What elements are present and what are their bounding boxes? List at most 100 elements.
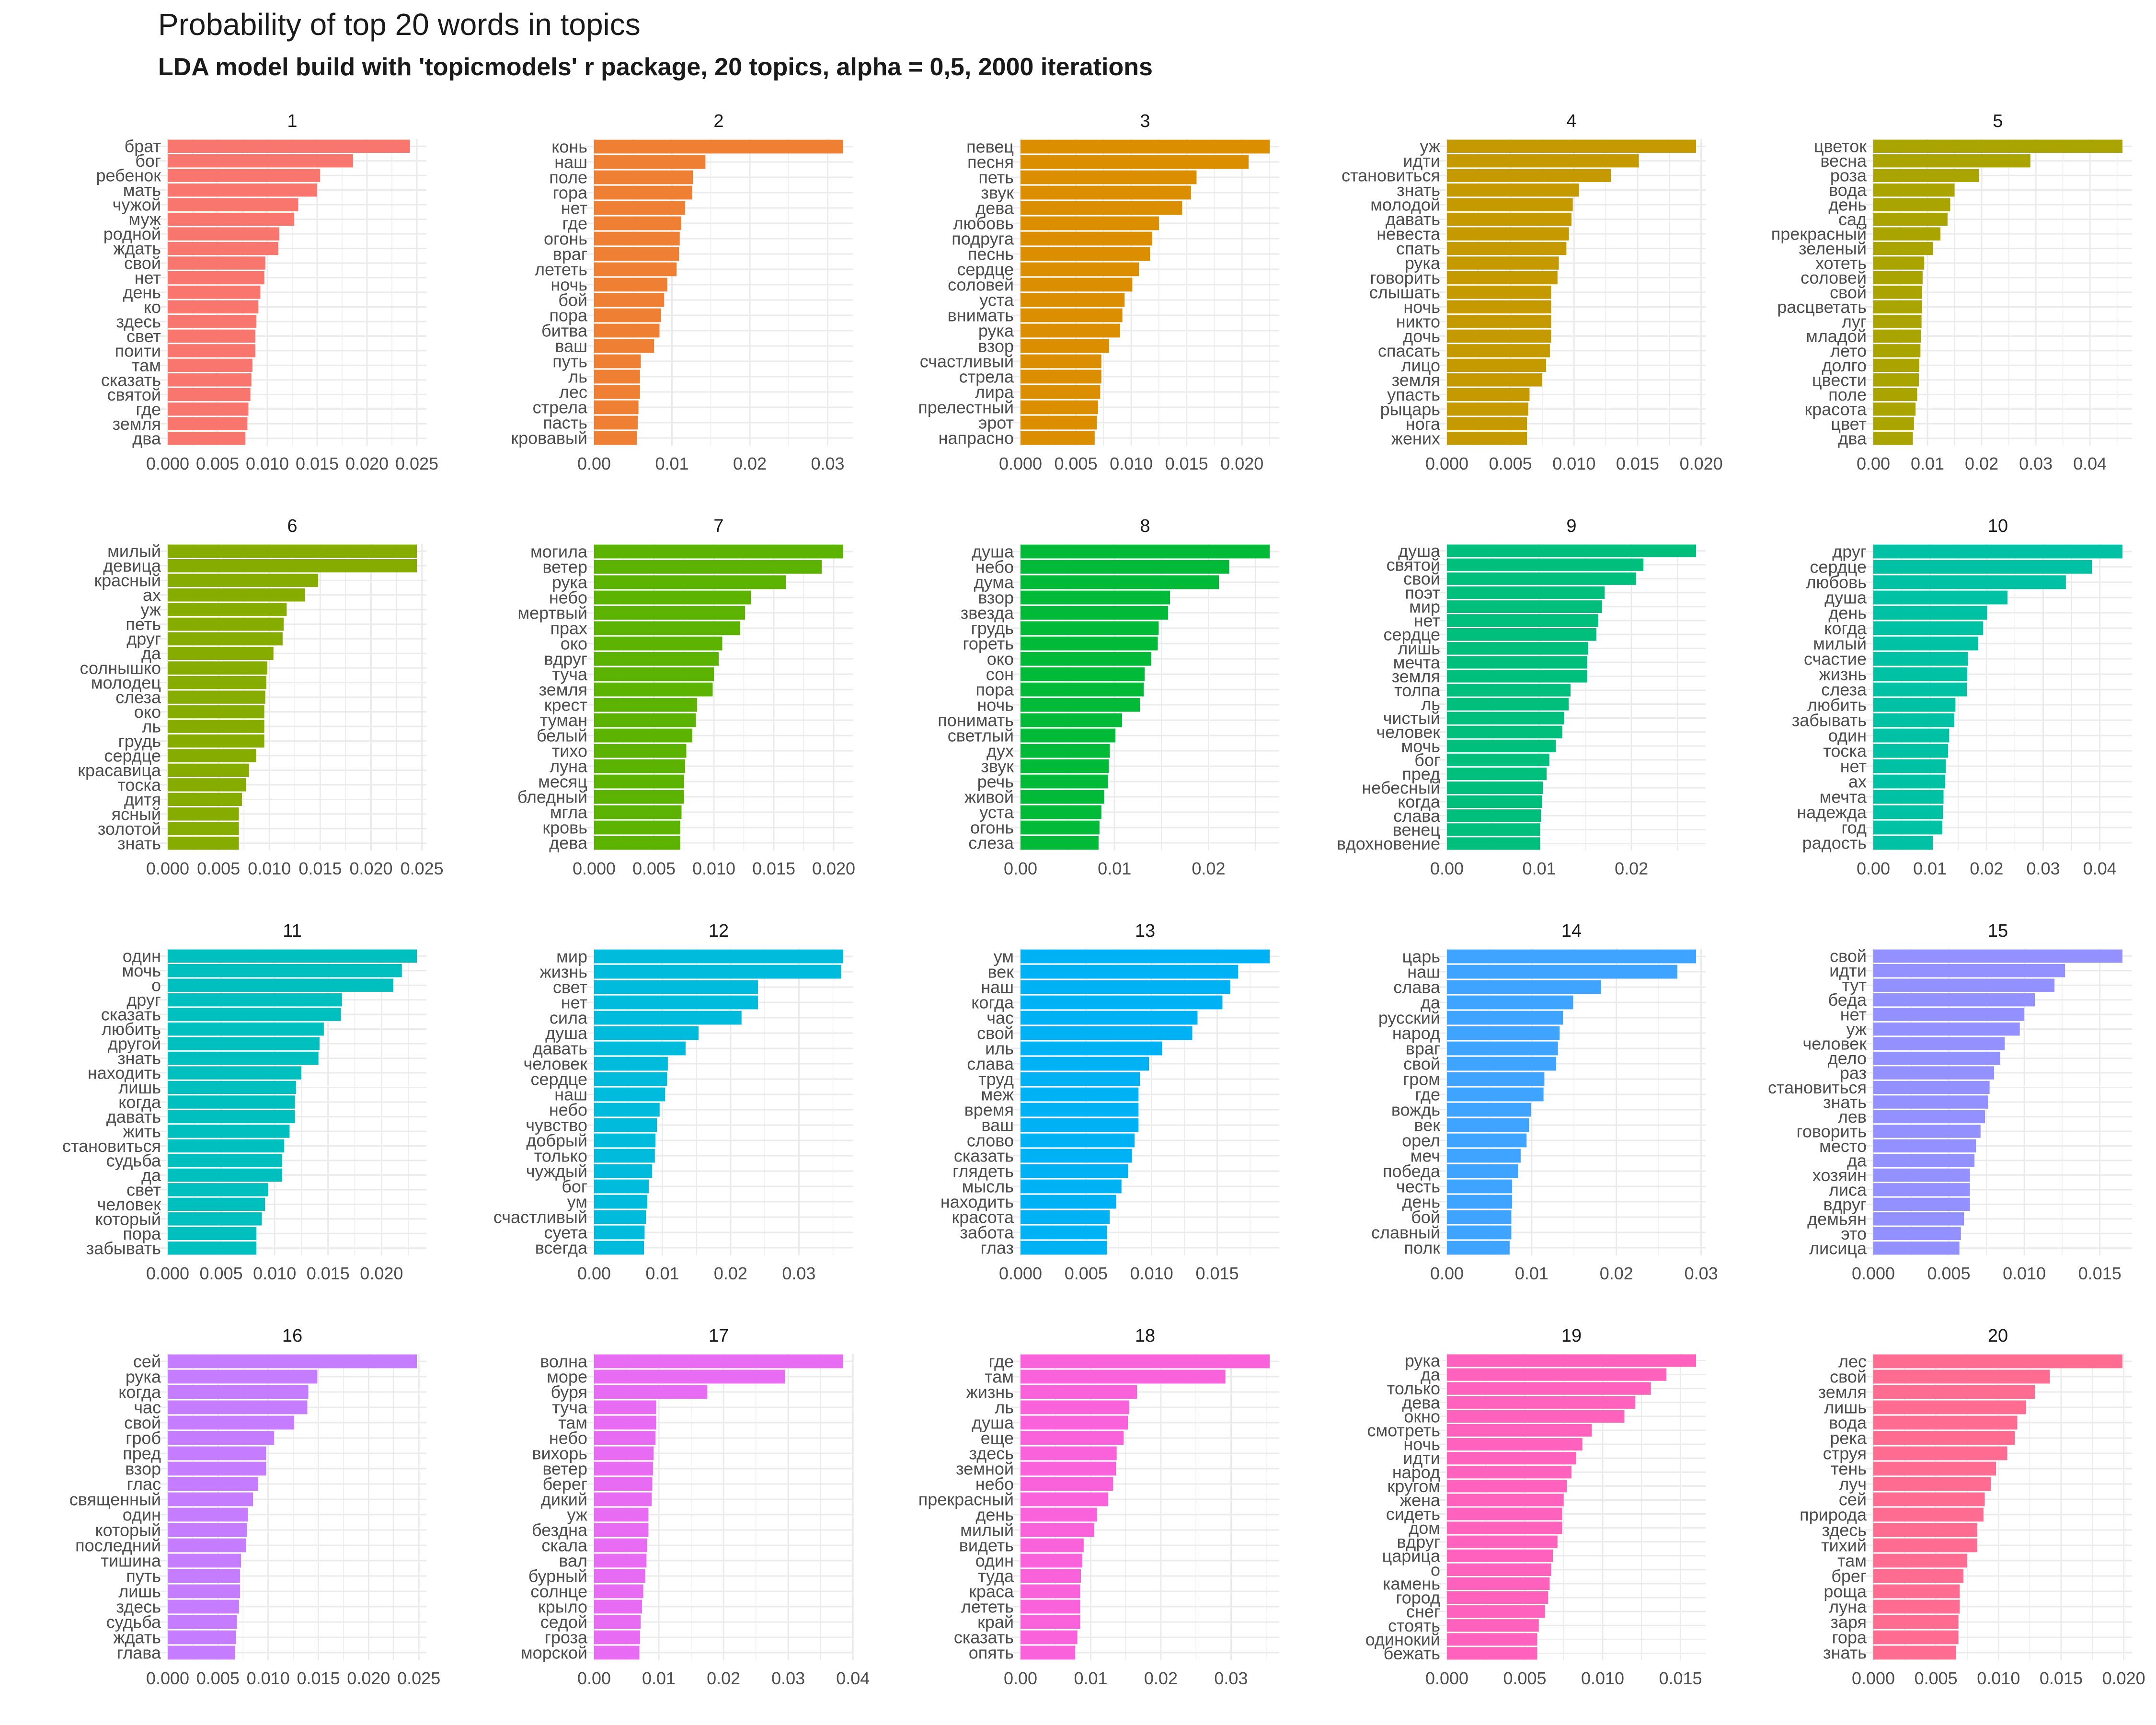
y-tick-label: уж: [1420, 137, 1441, 156]
y-tick-label: никто: [1396, 311, 1440, 331]
x-tick-label: 0.00: [1004, 1668, 1037, 1688]
bar: [1873, 1385, 2035, 1399]
y-tick-label: путь: [126, 1566, 161, 1586]
bar: [1447, 1633, 1537, 1646]
facet-panel-15: 15 свойидтитутбеданетужчеловекделоразстан…: [1768, 921, 2132, 1283]
bar: [1021, 1210, 1110, 1224]
y-tick-label: крест: [544, 695, 587, 715]
x-tick-label: 0.02: [1144, 1668, 1178, 1688]
bar: [168, 139, 410, 153]
x-tick-label: 0.000: [1425, 1668, 1468, 1688]
y-tick-label: сила: [550, 1008, 588, 1028]
bar: [1021, 728, 1116, 743]
y-tick-label: давать: [1386, 209, 1440, 229]
x-tick-label: 0.01: [1523, 859, 1556, 878]
y-tick-label: слеза: [1821, 680, 1867, 700]
bar: [1021, 185, 1191, 200]
bar: [1447, 1438, 1583, 1451]
facet-title: 5: [1993, 111, 2003, 131]
x-tick-label: 0.01: [655, 454, 688, 473]
bar: [1873, 636, 1978, 651]
bar: [1873, 949, 2122, 963]
facet-title: 12: [709, 921, 729, 941]
y-tick-label: роща: [1823, 1582, 1867, 1601]
bar: [594, 652, 719, 666]
bar: [168, 286, 261, 299]
y-tick-label: дом: [1409, 1518, 1440, 1538]
x-tick-label: 0.00: [1430, 859, 1464, 878]
y-tick-label: славный: [1371, 1223, 1440, 1242]
y-tick-label: мир: [1409, 597, 1440, 616]
bar: [1873, 1569, 1964, 1583]
y-tick-label: земля: [539, 680, 587, 700]
y-tick-label: жених: [1391, 428, 1440, 448]
y-tick-label: милый: [107, 541, 161, 561]
y-tick-label: взор: [978, 588, 1014, 608]
y-tick-label: чистый: [1383, 708, 1440, 728]
y-tick-label: ваш: [555, 336, 587, 356]
bar: [594, 1057, 668, 1071]
bar: [1447, 432, 1527, 445]
bar: [1447, 544, 1696, 557]
y-tick-label: молодец: [91, 673, 161, 692]
y-tick-label: гора: [553, 183, 588, 203]
bar: [1021, 216, 1159, 230]
y-tick-label: край: [977, 1612, 1014, 1632]
y-tick-label: лишь: [118, 1078, 161, 1097]
y-tick-label: заря: [1830, 1612, 1867, 1632]
bar: [594, 431, 637, 445]
x-tick-label: 0.025: [401, 859, 444, 878]
y-tick-label: только: [1387, 1379, 1440, 1398]
y-tick-label: небо: [549, 1100, 587, 1120]
bar: [1447, 1179, 1513, 1194]
x-tick-label: 0.000: [999, 454, 1042, 473]
y-tick-label: нет: [1840, 1005, 1867, 1024]
y-tick-label: царица: [1382, 1546, 1441, 1565]
bar: [1021, 155, 1249, 169]
bar: [168, 1154, 282, 1167]
bar: [1447, 980, 1601, 994]
bar: [1873, 1538, 1977, 1552]
bar: [1447, 1480, 1567, 1493]
bar: [168, 1354, 417, 1368]
x-tick-label: 0.005: [200, 1264, 243, 1283]
bar: [1021, 323, 1120, 338]
y-tick-label: жена: [1400, 1490, 1441, 1510]
y-tick-label: свой: [1403, 1054, 1440, 1074]
bar: [1873, 1645, 1956, 1660]
y-tick-label: луг: [1842, 311, 1867, 331]
y-tick-label: ко: [144, 297, 161, 317]
y-tick-label: дитя: [124, 790, 161, 809]
y-tick-label: гора: [1832, 1628, 1867, 1647]
bar: [1021, 667, 1145, 681]
y-tick-label: да: [1847, 1150, 1867, 1170]
y-tick-label: брег: [1831, 1566, 1867, 1586]
bar: [168, 1369, 318, 1384]
y-tick-label: бог: [1414, 750, 1440, 770]
x-tick-label: 0.01: [1515, 1264, 1548, 1283]
bar: [168, 154, 353, 168]
y-tick-label: свой: [1830, 1367, 1867, 1387]
x-tick-label: 0.00: [1857, 454, 1890, 473]
y-tick-label: краса: [969, 1582, 1014, 1601]
y-tick-label: тоска: [117, 775, 161, 794]
bar: [168, 632, 283, 645]
bar: [1021, 1103, 1139, 1117]
bar: [594, 1385, 708, 1399]
y-tick-label: ночь: [977, 695, 1014, 715]
y-tick-label: земля: [1818, 1382, 1867, 1402]
bar: [1447, 1103, 1531, 1117]
y-tick-label: свет: [553, 978, 587, 997]
x-tick-label: 0.000: [999, 1264, 1042, 1283]
x-tick-label: 0.03: [1214, 1668, 1248, 1688]
bar: [1873, 1599, 1960, 1614]
y-tick-label: счастливый: [920, 352, 1014, 371]
bar: [1447, 809, 1541, 822]
bar: [1447, 329, 1551, 343]
bar: [168, 1431, 275, 1445]
y-tick-label: свой: [1830, 946, 1867, 966]
bar: [1021, 1011, 1198, 1025]
x-tick-label: 0.02: [1615, 859, 1648, 878]
y-tick-label: всегда: [535, 1238, 588, 1258]
bar: [168, 358, 252, 372]
